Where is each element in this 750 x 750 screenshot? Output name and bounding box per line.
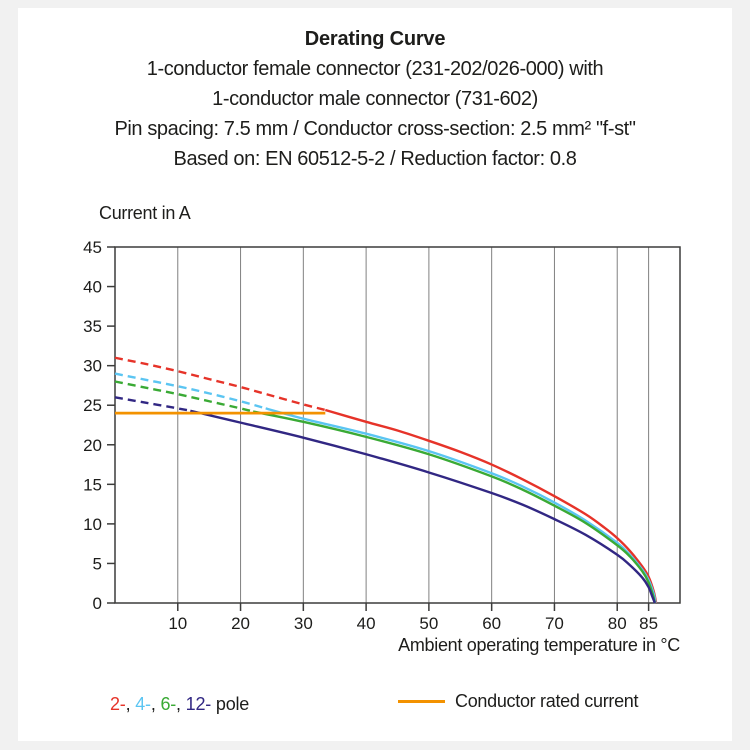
x-tick-label: 70: [545, 614, 564, 633]
subtitle-line-4: Based on: EN 60512-5-2 / Reduction facto…: [173, 148, 577, 170]
y-tick-label: 45: [83, 238, 102, 257]
page-margin-left: [0, 0, 18, 750]
subtitle-line-2: 1-conductor male connector (731-602): [212, 88, 538, 110]
x-tick-label: 50: [419, 614, 438, 633]
plot-frame: [114, 246, 681, 604]
4-pole-curve-dashed: [114, 372, 266, 410]
x-tick-label: 80: [608, 614, 627, 633]
x-tick-label: 20: [231, 614, 250, 633]
y-tick-label: 30: [83, 357, 102, 376]
legend-pole-4: 4-: [135, 694, 151, 714]
y-tick-label: 20: [83, 436, 102, 455]
y-tick-label: 40: [83, 278, 102, 297]
x-tick-label: 30: [294, 614, 313, 633]
rated-current-line-sample: [398, 700, 445, 703]
12-pole-curve-solid: [190, 409, 657, 604]
legend-separator: ,: [125, 694, 136, 714]
legend-pole-12: 12-: [185, 694, 212, 714]
page-margin-bottom: [0, 741, 750, 750]
6-pole-curve-dashed: [114, 380, 254, 413]
legend-pole-2: 2-: [110, 694, 126, 714]
rated-current-label: Conductor rated current: [455, 691, 639, 711]
y-axis-title: Current in A: [99, 203, 191, 223]
x-tick-label: 40: [357, 614, 376, 633]
legend-separator: ,: [176, 694, 186, 714]
page-margin-top: [0, 0, 750, 8]
x-tick-label: 60: [482, 614, 501, 633]
subtitle-line-1: 1-conductor female connector (231-202/02…: [146, 58, 604, 80]
pole-legend: 2-, 4-, 6-, 12- pole: [110, 694, 249, 715]
6-pole-curve-solid: [252, 410, 657, 604]
legend-pole-suffix: pole: [211, 694, 250, 714]
y-tick-label: 10: [83, 515, 102, 534]
legend-separator: ,: [150, 694, 161, 714]
y-tick-label: 15: [83, 475, 102, 494]
chart-header: Derating Curve 1-conductor female connec…: [0, 24, 750, 174]
y-tick-label: 5: [93, 554, 102, 573]
x-axis-title: Ambient operating temperature in °C: [398, 635, 680, 655]
y-tick-label: 35: [83, 317, 102, 336]
subtitle-line-3: Pin spacing: 7.5 mm / Conductor cross-se…: [114, 118, 636, 140]
4-pole-curve-solid: [265, 407, 657, 604]
y-tick-label: 25: [83, 396, 102, 415]
x-tick-label: 85: [639, 614, 658, 633]
y-tick-label: 0: [93, 594, 102, 613]
12-pole-curve-dashed: [114, 396, 191, 412]
chart-title: Derating Curve: [304, 28, 446, 50]
legend-pole-6: 6-: [160, 694, 177, 714]
x-tick-label: 10: [168, 614, 187, 633]
2-pole-curve-solid: [324, 408, 658, 604]
page-margin-right: [732, 0, 750, 750]
rated-current-legend: Conductor rated current: [398, 691, 639, 712]
